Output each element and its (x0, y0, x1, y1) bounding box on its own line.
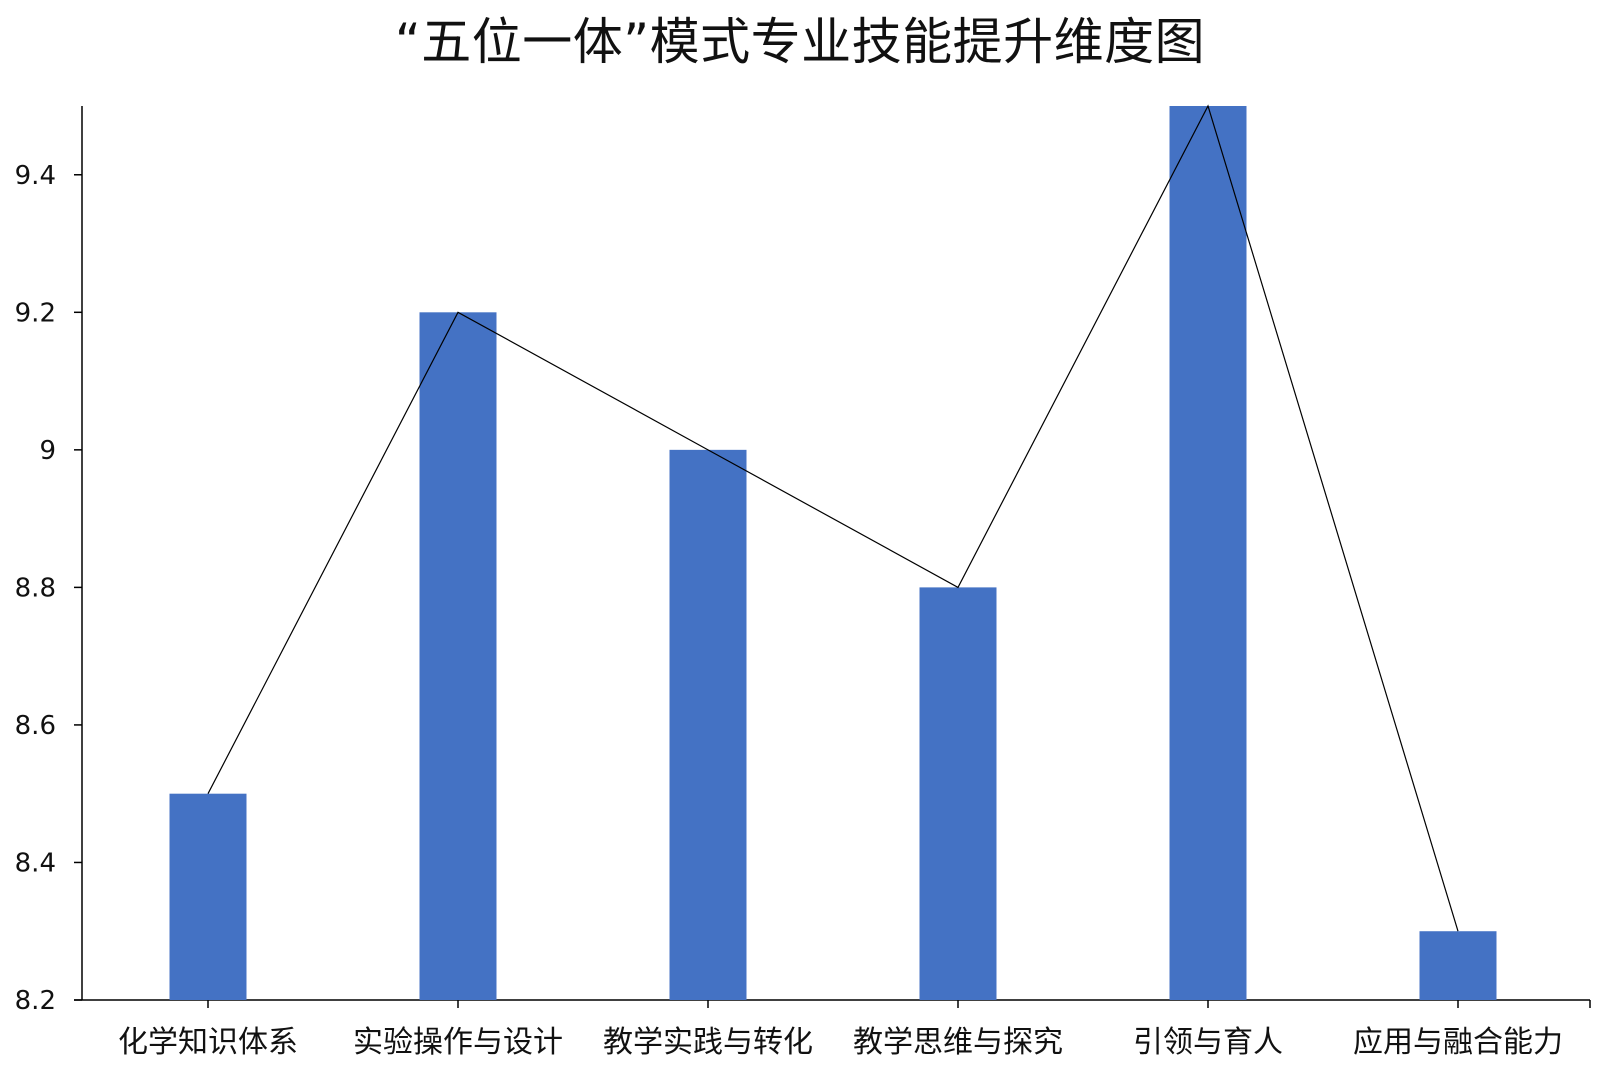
x-category-label: 引领与育人 (1133, 1025, 1283, 1060)
y-tick-label: 9.2 (15, 298, 56, 328)
bar (419, 312, 497, 1000)
trend-line-path (207, 104, 1459, 932)
x-category-label: 化学知识体系 (118, 1025, 298, 1060)
x-category-label: 应用与融合能力 (1353, 1025, 1563, 1060)
y-tick-label: 8.8 (15, 573, 56, 603)
category-labels: 化学知识体系 实验操作与设计 教学实践与转化 教学思维与探究 引领与育人 应用与融合能力 (118, 1025, 1563, 1060)
y-axis: 8.2 8.4 8.6 8.8 9 9.2 9.4 (15, 106, 83, 1016)
x-axis (74, 999, 1591, 1008)
x-category-label: 教学实践与转化 (603, 1025, 813, 1060)
y-tick-label: 8.4 (15, 848, 56, 878)
y-tick-label: 9 (39, 436, 56, 466)
bar (919, 587, 997, 1000)
bars (169, 106, 1497, 1000)
bar (1419, 931, 1497, 1000)
x-category-label: 实验操作与设计 (353, 1025, 563, 1060)
bar (169, 793, 247, 1000)
chart-title: “五位一体”模式专业技能提升维度图 (394, 13, 1206, 71)
x-category-label: 教学思维与探究 (853, 1025, 1063, 1060)
y-tick-label: 9.4 (15, 161, 56, 191)
trend-line (207, 104, 1459, 932)
bar (1169, 106, 1247, 1000)
bar (669, 449, 747, 1000)
y-tick-label: 8.6 (15, 711, 56, 741)
y-tick-label: 8.2 (15, 986, 56, 1016)
